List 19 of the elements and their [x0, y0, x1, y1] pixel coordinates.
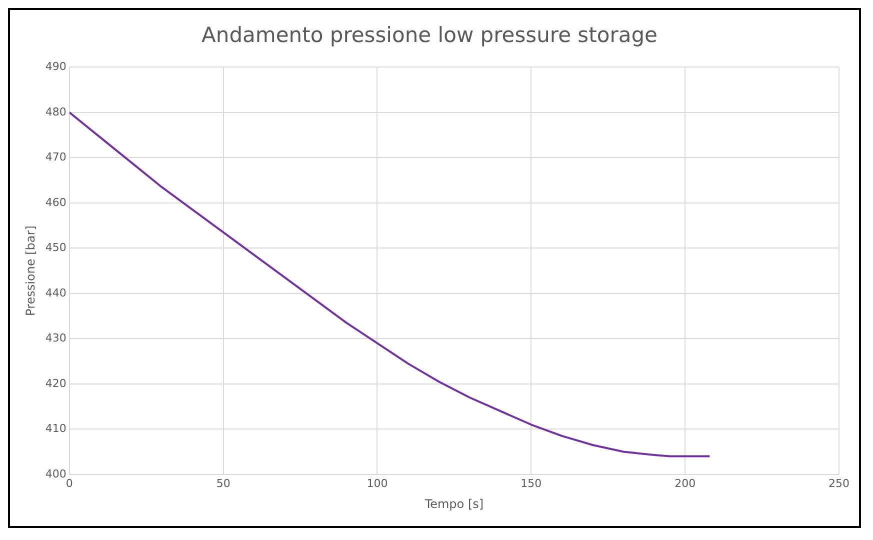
x-axis-title: Tempo [s] — [424, 496, 484, 511]
x-tick-label: 200 — [674, 476, 696, 490]
y-tick-label: 420 — [45, 376, 66, 390]
x-tick-label: 250 — [828, 476, 850, 490]
y-tick-label: 490 — [45, 60, 66, 74]
x-tick-label: 50 — [216, 476, 230, 490]
y-tick-label: 430 — [45, 332, 66, 345]
y-tick-label: 460 — [45, 196, 66, 209]
y-tick-label: 450 — [45, 241, 66, 254]
y-axis-title: Pressione [bar] — [23, 226, 38, 316]
x-tick-label: 150 — [520, 476, 542, 490]
chart-title: Andamento pressione low pressure storage — [202, 23, 658, 48]
y-tick-label: 440 — [45, 286, 66, 300]
y-tick-label: 470 — [45, 150, 66, 164]
y-tick-label: 400 — [45, 467, 66, 480]
y-tick-label: 480 — [45, 105, 66, 118]
x-tick-label: 100 — [366, 476, 388, 490]
y-tick-label: 410 — [45, 422, 66, 436]
x-tick-label: 0 — [66, 476, 73, 490]
